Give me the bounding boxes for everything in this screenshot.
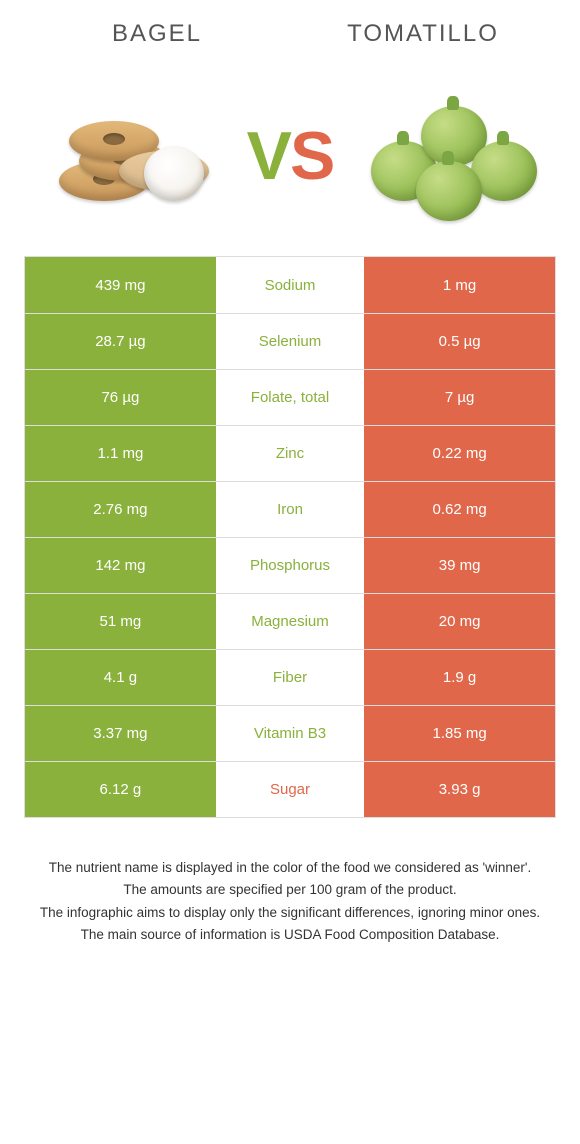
- nutrient-name-cell: Zinc: [216, 426, 364, 481]
- footnotes: The nutrient name is displayed in the co…: [24, 858, 556, 947]
- nutrient-name-cell: Sodium: [216, 257, 364, 313]
- nutrient-name-cell: Selenium: [216, 314, 364, 369]
- right-value-cell: 0.62 mg: [364, 482, 555, 537]
- nutrient-name-cell: Fiber: [216, 650, 364, 705]
- left-value-cell: 2.76 mg: [25, 482, 216, 537]
- table-row: 6.12 gSugar3.93 g: [25, 761, 555, 817]
- tomatillo-icon: [361, 86, 541, 226]
- right-value-cell: 7 µg: [364, 370, 555, 425]
- hero-row: VS: [24, 76, 556, 256]
- left-value-cell: 28.7 µg: [25, 314, 216, 369]
- left-food-image: [34, 86, 224, 226]
- vs-label: VS: [247, 117, 334, 195]
- left-value-cell: 439 mg: [25, 257, 216, 313]
- right-value-cell: 20 mg: [364, 594, 555, 649]
- table-row: 2.76 mgIron0.62 mg: [25, 481, 555, 537]
- table-row: 439 mgSodium1 mg: [25, 257, 555, 313]
- footnote-line: The main source of information is USDA F…: [24, 925, 556, 945]
- nutrient-name-cell: Magnesium: [216, 594, 364, 649]
- right-value-cell: 3.93 g: [364, 762, 555, 817]
- footnote-line: The nutrient name is displayed in the co…: [24, 858, 556, 878]
- right-value-cell: 1 mg: [364, 257, 555, 313]
- infographic-root: Bagel Tomatillo VS 439 mgSodium1 mg28.: [0, 0, 580, 967]
- nutrient-name-cell: Folate, total: [216, 370, 364, 425]
- nutrient-name-cell: Sugar: [216, 762, 364, 817]
- vs-s: S: [290, 117, 333, 195]
- vs-v: V: [247, 117, 290, 195]
- left-value-cell: 3.37 mg: [25, 706, 216, 761]
- table-row: 3.37 mgVitamin B31.85 mg: [25, 705, 555, 761]
- left-value-cell: 4.1 g: [25, 650, 216, 705]
- right-value-cell: 0.5 µg: [364, 314, 555, 369]
- table-row: 1.1 mgZinc0.22 mg: [25, 425, 555, 481]
- right-food-image: [356, 86, 546, 226]
- left-value-cell: 142 mg: [25, 538, 216, 593]
- bagel-icon: [59, 91, 199, 221]
- right-value-cell: 0.22 mg: [364, 426, 555, 481]
- right-food-title: Tomatillo: [290, 20, 556, 48]
- table-row: 142 mgPhosphorus39 mg: [25, 537, 555, 593]
- nutrient-name-cell: Phosphorus: [216, 538, 364, 593]
- footnote-line: The amounts are specified per 100 gram o…: [24, 880, 556, 900]
- left-food-title: Bagel: [24, 20, 290, 48]
- table-row: 4.1 gFiber1.9 g: [25, 649, 555, 705]
- nutrient-name-cell: Vitamin B3: [216, 706, 364, 761]
- title-row: Bagel Tomatillo: [24, 20, 556, 48]
- right-value-cell: 39 mg: [364, 538, 555, 593]
- right-value-cell: 1.85 mg: [364, 706, 555, 761]
- left-value-cell: 76 µg: [25, 370, 216, 425]
- nutrient-name-cell: Iron: [216, 482, 364, 537]
- footnote-line: The infographic aims to display only the…: [24, 903, 556, 923]
- table-row: 51 mgMagnesium20 mg: [25, 593, 555, 649]
- left-value-cell: 1.1 mg: [25, 426, 216, 481]
- table-row: 28.7 µgSelenium0.5 µg: [25, 313, 555, 369]
- left-value-cell: 6.12 g: [25, 762, 216, 817]
- right-value-cell: 1.9 g: [364, 650, 555, 705]
- nutrient-table: 439 mgSodium1 mg28.7 µgSelenium0.5 µg76 …: [24, 256, 556, 818]
- table-row: 76 µgFolate, total7 µg: [25, 369, 555, 425]
- left-value-cell: 51 mg: [25, 594, 216, 649]
